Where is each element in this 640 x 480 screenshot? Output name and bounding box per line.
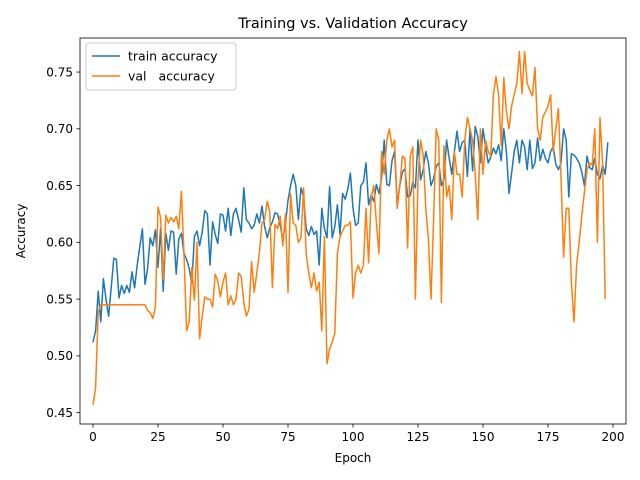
x-tick-label: 25 xyxy=(150,430,165,444)
x-tick-label: 200 xyxy=(602,430,625,444)
series-line-val-accuracy xyxy=(92,50,606,405)
x-tick-label: 75 xyxy=(280,430,295,444)
y-axis-ticks: 0.45 0.50 0.55 0.60 0.65 0.70 0.75 xyxy=(46,65,80,420)
x-tick-label: 125 xyxy=(407,430,430,444)
x-tick-label: 100 xyxy=(342,430,365,444)
y-tick-label: 0.75 xyxy=(46,65,73,79)
legend: train accuracy val accuracy xyxy=(85,42,237,91)
y-tick-label: 0.70 xyxy=(46,122,73,136)
x-tick-label: 150 xyxy=(472,430,495,444)
x-tick-label: 50 xyxy=(215,430,230,444)
x-axis-ticks: 0 25 50 75 100 125 150 175 200 xyxy=(89,424,624,444)
x-tick-label: 175 xyxy=(537,430,560,444)
chart-title: Training vs. Validation Accuracy xyxy=(237,16,468,32)
legend-label-val: val accuracy xyxy=(128,69,215,84)
series-line-train-accuracy xyxy=(92,125,609,343)
y-axis-label: Accuracy xyxy=(14,204,28,259)
plot-lines xyxy=(92,50,609,405)
y-tick-label: 0.55 xyxy=(46,292,73,306)
legend-box xyxy=(85,42,237,91)
y-tick-label: 0.60 xyxy=(46,236,73,250)
y-tick-label: 0.50 xyxy=(46,349,73,363)
x-tick-label: 0 xyxy=(89,430,97,444)
y-tick-label: 0.65 xyxy=(46,179,73,193)
y-tick-label: 0.45 xyxy=(46,406,73,420)
legend-label-train: train accuracy xyxy=(128,49,218,64)
x-axis-label: Epoch xyxy=(335,451,372,465)
